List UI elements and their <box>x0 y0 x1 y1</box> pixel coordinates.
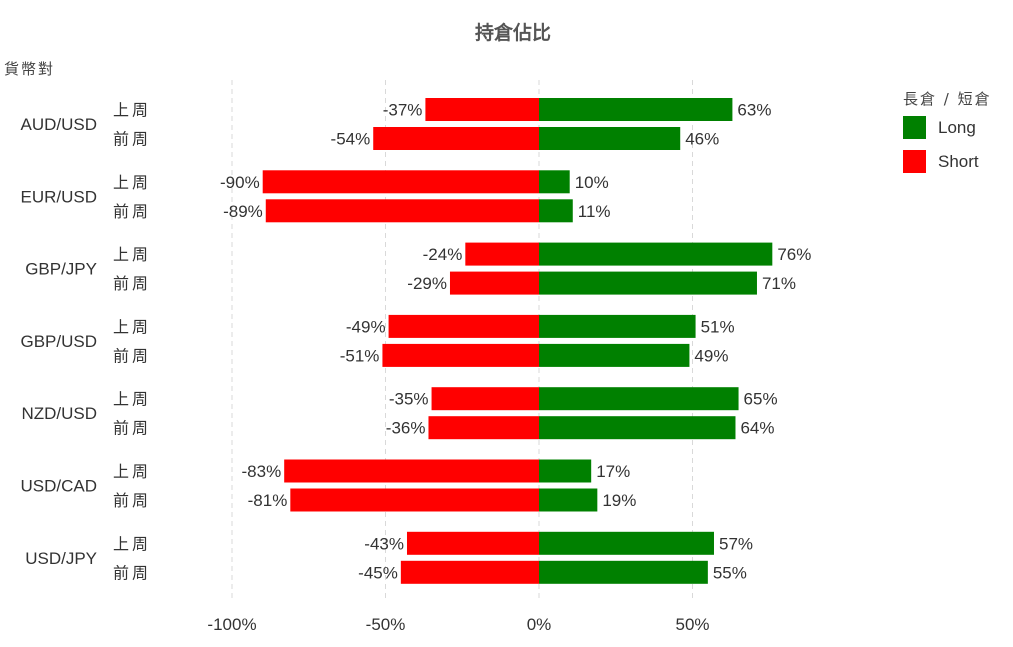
short-bar <box>388 314 539 338</box>
x-tick-label: -100% <box>207 615 256 634</box>
long-value-label: 17% <box>596 462 630 481</box>
period-label: 上周 <box>113 173 151 192</box>
grid-lines <box>231 80 693 600</box>
category-label: USD/JPY <box>25 549 97 568</box>
chart-title: 持倉佔比 <box>475 21 551 44</box>
short-value-label: -49% <box>346 317 386 336</box>
short-bar <box>382 343 539 367</box>
period-label: 前周 <box>113 346 151 365</box>
period-label: 前周 <box>113 563 151 582</box>
short-value-label: -54% <box>331 130 371 149</box>
long-bar <box>539 531 714 555</box>
x-tick-label: -50% <box>366 615 406 634</box>
period-label: 上周 <box>113 390 151 409</box>
short-bar <box>428 416 539 440</box>
long-bar <box>539 127 681 150</box>
long-value-label: 71% <box>762 274 796 293</box>
period-label: 上周 <box>113 534 151 553</box>
long-bar <box>539 199 573 223</box>
legend-title: 長倉 / 短倉 <box>903 90 992 108</box>
legend-swatch-long <box>903 116 926 139</box>
category-label: USD/CAD <box>20 477 97 496</box>
short-value-label: -81% <box>248 491 288 510</box>
short-bar <box>406 531 539 555</box>
long-bar <box>539 98 733 121</box>
long-value-label: 65% <box>744 390 778 409</box>
short-bar <box>262 170 539 194</box>
short-value-label: -43% <box>364 534 404 553</box>
long-value-label: 11% <box>578 202 611 221</box>
short-bar <box>290 488 539 512</box>
legend-label-long: Long <box>938 118 976 137</box>
long-bar <box>539 343 690 367</box>
category-label: NZD/USD <box>21 404 97 423</box>
long-bar <box>539 560 708 584</box>
x-tick-label: 50% <box>675 615 709 634</box>
period-label: 前周 <box>113 419 151 438</box>
long-value-label: 76% <box>777 245 811 264</box>
short-value-label: -24% <box>423 245 463 264</box>
long-value-label: 55% <box>713 563 747 582</box>
category-label: GBP/USD <box>20 332 97 351</box>
short-bar <box>465 242 539 266</box>
period-label: 前周 <box>113 130 151 149</box>
short-bar <box>449 271 539 295</box>
long-bar <box>539 459 592 483</box>
period-label: 上周 <box>113 317 151 336</box>
period-label: 上周 <box>113 462 151 481</box>
legend-label-short: Short <box>938 152 979 171</box>
short-bar <box>265 199 539 223</box>
long-value-label: 19% <box>602 491 636 510</box>
short-value-label: -29% <box>407 274 447 293</box>
short-value-label: -37% <box>383 101 423 120</box>
long-bar <box>539 416 736 440</box>
short-value-label: -36% <box>386 419 426 438</box>
value-labels: -37% 63% -54% 46% -90% 10% -89% 11% -24% 76% -29% 7… <box>220 101 811 583</box>
long-bar <box>539 488 598 512</box>
period-label: 上周 <box>113 245 151 264</box>
category-label: EUR/USD <box>20 187 97 206</box>
short-value-label: -51% <box>340 346 380 365</box>
short-bar <box>431 387 539 411</box>
legend-swatch-short <box>903 150 926 173</box>
long-value-label: 64% <box>740 419 774 438</box>
long-bar <box>539 314 696 338</box>
long-bar <box>539 242 773 266</box>
short-value-label: -89% <box>223 202 263 221</box>
period-label: 前周 <box>113 274 151 293</box>
short-value-label: -35% <box>389 390 429 409</box>
long-value-label: 51% <box>701 317 735 336</box>
long-value-label: 63% <box>737 101 771 120</box>
short-value-label: -90% <box>220 173 260 192</box>
category-label: AUD/USD <box>20 115 97 134</box>
long-value-label: 46% <box>685 130 719 149</box>
category-label: GBP/JPY <box>25 260 97 279</box>
short-bar <box>400 560 539 584</box>
category-labels: AUD/USD上周前周EUR/USD上周前周GBP/JPY上周前周GBP/USD… <box>20 101 151 583</box>
long-bar <box>539 271 757 295</box>
long-bar <box>539 387 739 411</box>
short-bar <box>284 459 539 483</box>
period-label: 前周 <box>113 491 151 510</box>
period-label: 上周 <box>113 101 151 120</box>
x-axis-ticks: -100% -50% 0% 50% <box>207 615 709 634</box>
short-value-label: -45% <box>358 563 398 582</box>
y-axis-title: 貨幣對 <box>4 60 55 78</box>
legend: 長倉 / 短倉 Long Short <box>903 90 992 173</box>
short-bar <box>373 127 539 150</box>
period-label: 前周 <box>113 202 151 221</box>
long-bar <box>539 170 570 194</box>
x-tick-label: 0% <box>527 615 552 634</box>
short-value-label: -83% <box>242 462 282 481</box>
long-value-label: 57% <box>719 534 753 553</box>
bars <box>262 98 773 584</box>
long-value-label: 10% <box>575 173 609 192</box>
short-bar <box>425 98 539 121</box>
long-value-label: 49% <box>694 346 728 365</box>
